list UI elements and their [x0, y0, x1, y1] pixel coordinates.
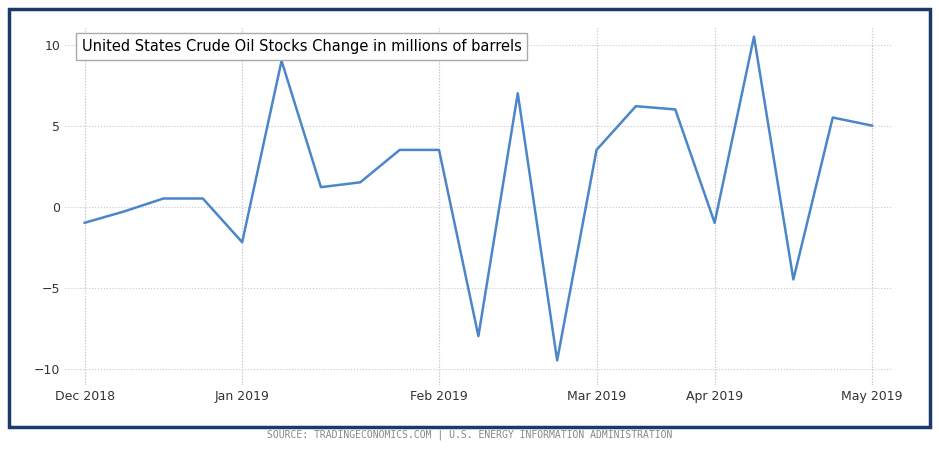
Text: SOURCE: TRADINGECONOMICS.COM | U.S. ENERGY INFORMATION ADMINISTRATION: SOURCE: TRADINGECONOMICS.COM | U.S. ENER… — [267, 430, 672, 440]
Text: United States Crude Oil Stocks Change in millions of barrels: United States Crude Oil Stocks Change in… — [82, 39, 521, 54]
